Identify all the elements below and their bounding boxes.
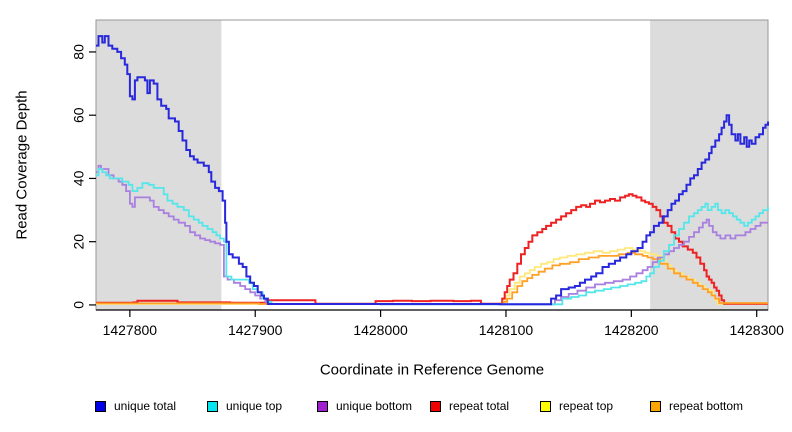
x-tick-label: 1428300 (729, 322, 784, 338)
y-axis-title: Read Coverage Depth (13, 90, 31, 240)
legend-label-unique-total: unique total (114, 399, 177, 413)
legend-item-unique-bottom: unique bottom (317, 396, 412, 416)
y-tick-label: 40 (71, 170, 87, 186)
legend-item-repeat-bottom: repeat bottom (650, 396, 743, 416)
legend-swatch-repeat-bottom (650, 400, 661, 412)
x-tick-label: 1428000 (353, 322, 408, 338)
y-tick-label: 60 (71, 107, 87, 123)
legend-label-repeat-bottom: repeat bottom (669, 399, 744, 413)
legend-item-repeat-total: repeat total (430, 396, 509, 416)
legend-label-unique-top: unique top (226, 399, 283, 413)
series-unique-total-line (96, 35, 769, 306)
y-tick-label: 0 (71, 301, 87, 309)
series-repeat-total-line (96, 193, 768, 305)
legend-item-unique-total: unique total (95, 396, 176, 416)
x-tick-label: 1428200 (604, 322, 659, 338)
shaded-region-left (96, 20, 222, 310)
legend: unique total unique top unique bottom repea… (0, 396, 792, 420)
legend-swatch-unique-bottom (317, 400, 328, 412)
legend-item-repeat-top: repeat top (540, 396, 613, 416)
series-unique-top-line (96, 168, 769, 306)
legend-swatch-unique-top (207, 400, 218, 412)
shaded-region-right (650, 20, 768, 310)
x-axis-title: Coordinate in Reference Genome (319, 361, 545, 379)
legend-swatch-repeat-total (430, 400, 441, 412)
x-tick-label: 1427800 (103, 322, 158, 338)
x-tick-label: 1428100 (479, 322, 534, 338)
y-tick-label: 80 (71, 44, 87, 60)
legend-swatch-unique-total (95, 400, 106, 412)
y-tick-label: 20 (71, 234, 87, 250)
legend-swatch-repeat-top (540, 400, 551, 412)
series-repeat-bottom-line (96, 251, 768, 305)
x-tick-label: 1427900 (228, 322, 283, 338)
legend-label-unique-bottom: unique bottom (336, 399, 413, 413)
legend-label-repeat-top: repeat top (559, 399, 614, 413)
legend-label-repeat-total: repeat total (449, 399, 510, 413)
legend-item-unique-top: unique top (207, 396, 282, 416)
